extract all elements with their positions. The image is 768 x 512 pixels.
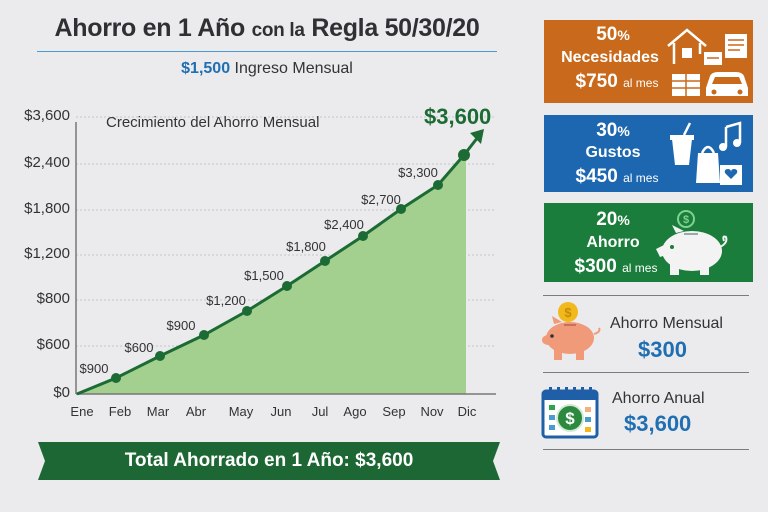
y-tick: $800 — [36, 290, 70, 307]
divider — [543, 295, 749, 296]
x-tick: Dic — [457, 404, 477, 419]
point-label: $1,200 — [206, 293, 246, 308]
arrow-head-icon — [470, 129, 484, 144]
stat-value-annual: $3,600 — [624, 411, 692, 436]
point-label: $2,700 — [361, 192, 401, 207]
budget-card-wants: 30% Gustos $450 al mes — [544, 115, 753, 192]
title-connector: con la — [251, 20, 305, 41]
total-saved-banner: Total Ahorrado en 1 Año: $3,600 — [38, 442, 500, 480]
budget-card-savings: 20% Ahorro $300 al mes $ — [544, 203, 753, 282]
area-fill — [77, 155, 466, 394]
point-label: $3,300 — [398, 165, 438, 180]
x-tick: Abr — [185, 404, 207, 419]
income-amount: $1,500 — [181, 60, 231, 77]
chart-end-value: $3,600 — [424, 104, 492, 129]
chart-title: Crecimiento del Ahorro Mensual — [106, 114, 320, 131]
card-amount: $750 al mes — [575, 71, 659, 92]
y-tick: $0 — [53, 384, 70, 401]
card-name: Gustos — [585, 144, 641, 161]
card-percent: 20% — [596, 209, 630, 230]
divider — [543, 449, 749, 450]
svg-text:$: $ — [683, 214, 689, 226]
total-saved-text: Total Ahorrado en 1 Año: $3,600 — [124, 450, 414, 471]
x-tick: Ene — [70, 404, 94, 419]
x-tick: Ago — [343, 404, 367, 419]
income-label: Ingreso Mensual — [234, 60, 353, 77]
card-amount: $450 al mes — [575, 166, 659, 187]
x-tick: Feb — [108, 404, 132, 419]
drink-bag-music-icon — [670, 121, 742, 185]
stat-value-monthly: $300 — [638, 337, 687, 362]
card-percent: 30% — [596, 120, 630, 141]
piggy-bank-icon: $ — [656, 210, 728, 275]
card-name: Necesidades — [561, 49, 659, 66]
ribbon-shape — [38, 442, 500, 480]
svg-text:$: $ — [564, 305, 572, 320]
y-tick: $3,600 — [24, 107, 70, 124]
trend-line — [76, 136, 480, 396]
y-tick: $1,200 — [24, 245, 70, 262]
point-label: $900 — [166, 318, 196, 333]
title-part-1: Ahorro en 1 Año — [54, 14, 246, 42]
point-label: $1,800 — [286, 239, 326, 254]
x-tick: Jun — [270, 404, 292, 419]
stat-label-annual: Ahorro Anual — [612, 390, 705, 407]
point-label: $1,500 — [244, 268, 284, 283]
x-tick: Nov — [420, 404, 444, 419]
x-tick: Jul — [311, 404, 329, 419]
piggy-bank-coin-icon: $ — [542, 302, 601, 360]
page-title: Ahorro en 1 Año con la Regla 50/30/20 — [36, 14, 498, 43]
stat-label-monthly: Ahorro Mensual — [610, 315, 723, 332]
budget-card-needs: 50% Necesidades $750 al mes — [544, 20, 753, 103]
chart-plot — [75, 116, 496, 396]
y-tick: $600 — [36, 336, 70, 353]
x-tick: May — [228, 404, 254, 419]
calendar-dollar-icon: $ — [541, 387, 599, 439]
x-tick: Mar — [146, 404, 170, 419]
point-label: $600 — [124, 340, 154, 355]
card-percent: 50% — [596, 24, 630, 45]
savings-growth-chart: $3,600 $2,400 $1,800 $1,200 $800 $600 $0… — [0, 100, 520, 430]
title-divider — [37, 51, 497, 52]
y-tick: $2,400 — [24, 154, 70, 171]
svg-text:$: $ — [565, 409, 575, 428]
card-amount: $300 al mes — [574, 256, 658, 277]
income-subtitle: $1,500 Ingreso Mensual — [0, 60, 534, 78]
x-tick: Sep — [382, 404, 406, 419]
house-bills-car-icon — [667, 28, 748, 96]
title-part-2: Regla 50/30/20 — [311, 14, 480, 42]
point-label: $2,400 — [324, 217, 364, 232]
divider — [543, 372, 749, 373]
y-tick: $1,800 — [24, 200, 70, 217]
card-name: Ahorro — [586, 234, 640, 251]
data-points — [111, 149, 470, 383]
point-label: $900 — [79, 361, 109, 376]
